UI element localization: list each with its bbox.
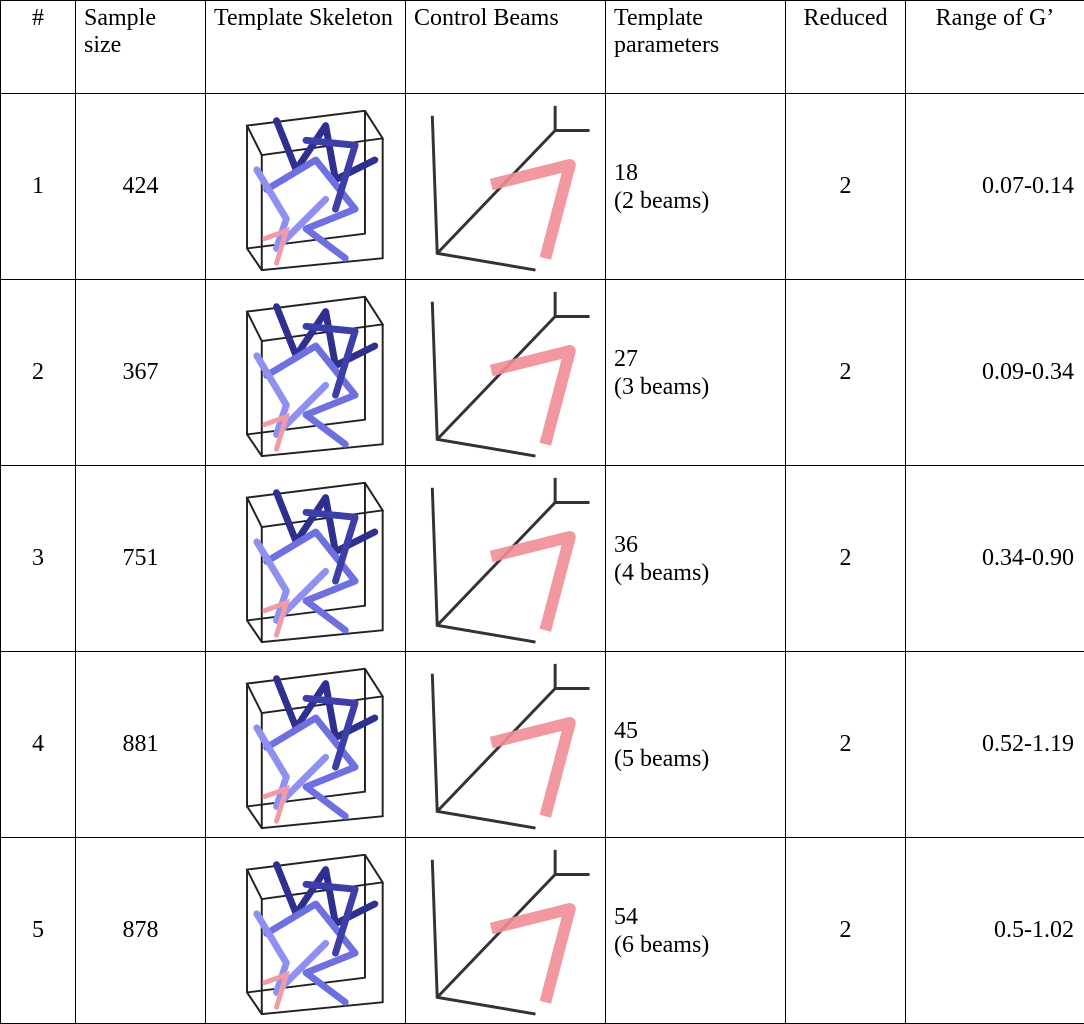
- reduced: 2: [786, 94, 906, 280]
- beam-count: (3 beams): [614, 373, 777, 401]
- control-beams-image: [416, 287, 596, 459]
- header-cell: Template Skeleton: [206, 1, 406, 94]
- page: # Sample size Template Skeleton Control …: [0, 0, 1084, 1024]
- g-range: 0.09-0.34: [906, 280, 1084, 466]
- template-skeleton-image-cell: [206, 838, 406, 1024]
- template-parameters: 45(5 beams): [606, 652, 786, 838]
- reduced: 2: [786, 838, 906, 1024]
- row-number: 1: [1, 94, 76, 280]
- results-table: # Sample size Template Skeleton Control …: [0, 0, 1084, 1024]
- row-number: 2: [1, 280, 76, 466]
- template-skeleton-image-cell: [206, 94, 406, 280]
- header-cell: Template parameters: [606, 1, 786, 94]
- template-skeleton-image: [216, 845, 396, 1017]
- parameter-count: 45: [614, 717, 777, 745]
- parameter-count: 18: [614, 159, 777, 187]
- parameter-count: 54: [614, 903, 777, 931]
- g-range: 0.07-0.14: [906, 94, 1084, 280]
- control-beams-image-cell: [406, 280, 606, 466]
- beam-count: (6 beams): [614, 931, 777, 959]
- control-beams-image-cell: [406, 652, 606, 838]
- reduced: 2: [786, 652, 906, 838]
- template-skeleton-image: [216, 101, 396, 273]
- control-beams-image: [416, 659, 596, 831]
- template-skeleton-image-cell: [206, 652, 406, 838]
- control-beams-image-cell: [406, 838, 606, 1024]
- sample-size: 424: [76, 94, 206, 280]
- parameter-count: 27: [614, 345, 777, 373]
- header-row: # Sample size Template Skeleton Control …: [1, 1, 1084, 94]
- g-range: 0.34-0.90: [906, 466, 1084, 652]
- control-beams-image: [416, 473, 596, 645]
- template-skeleton-image: [216, 287, 396, 459]
- control-beams-image: [416, 845, 596, 1017]
- template-skeleton-image: [216, 473, 396, 645]
- sample-size: 367: [76, 280, 206, 466]
- parameter-count: 36: [614, 531, 777, 559]
- g-range: 0.52-1.19: [906, 652, 1084, 838]
- row-number: 3: [1, 466, 76, 652]
- control-beams-image: [416, 101, 596, 273]
- template-parameters: 18(2 beams): [606, 94, 786, 280]
- template-skeleton-image: [216, 659, 396, 831]
- header-cell: #: [1, 1, 76, 94]
- beam-count: (4 beams): [614, 559, 777, 587]
- reduced: 2: [786, 466, 906, 652]
- header-cell: Reduced: [786, 1, 906, 94]
- sample-size: 878: [76, 838, 206, 1024]
- reduced: 2: [786, 280, 906, 466]
- header-cell: Control Beams: [406, 1, 606, 94]
- header-cell: Sample size: [76, 1, 206, 94]
- beam-count: (2 beams): [614, 187, 777, 215]
- template-parameters: 54(6 beams): [606, 838, 786, 1024]
- g-range: 0.5-1.02: [906, 838, 1084, 1024]
- template-parameters: 27(3 beams): [606, 280, 786, 466]
- beam-count: (5 beams): [614, 745, 777, 773]
- row-number: 5: [1, 838, 76, 1024]
- control-beams-image-cell: [406, 94, 606, 280]
- template-skeleton-image-cell: [206, 466, 406, 652]
- control-beams-image-cell: [406, 466, 606, 652]
- sample-size: 751: [76, 466, 206, 652]
- row-number: 4: [1, 652, 76, 838]
- template-parameters: 36(4 beams): [606, 466, 786, 652]
- sample-size: 881: [76, 652, 206, 838]
- template-skeleton-image-cell: [206, 280, 406, 466]
- header-cell: Range of G’: [906, 1, 1084, 94]
